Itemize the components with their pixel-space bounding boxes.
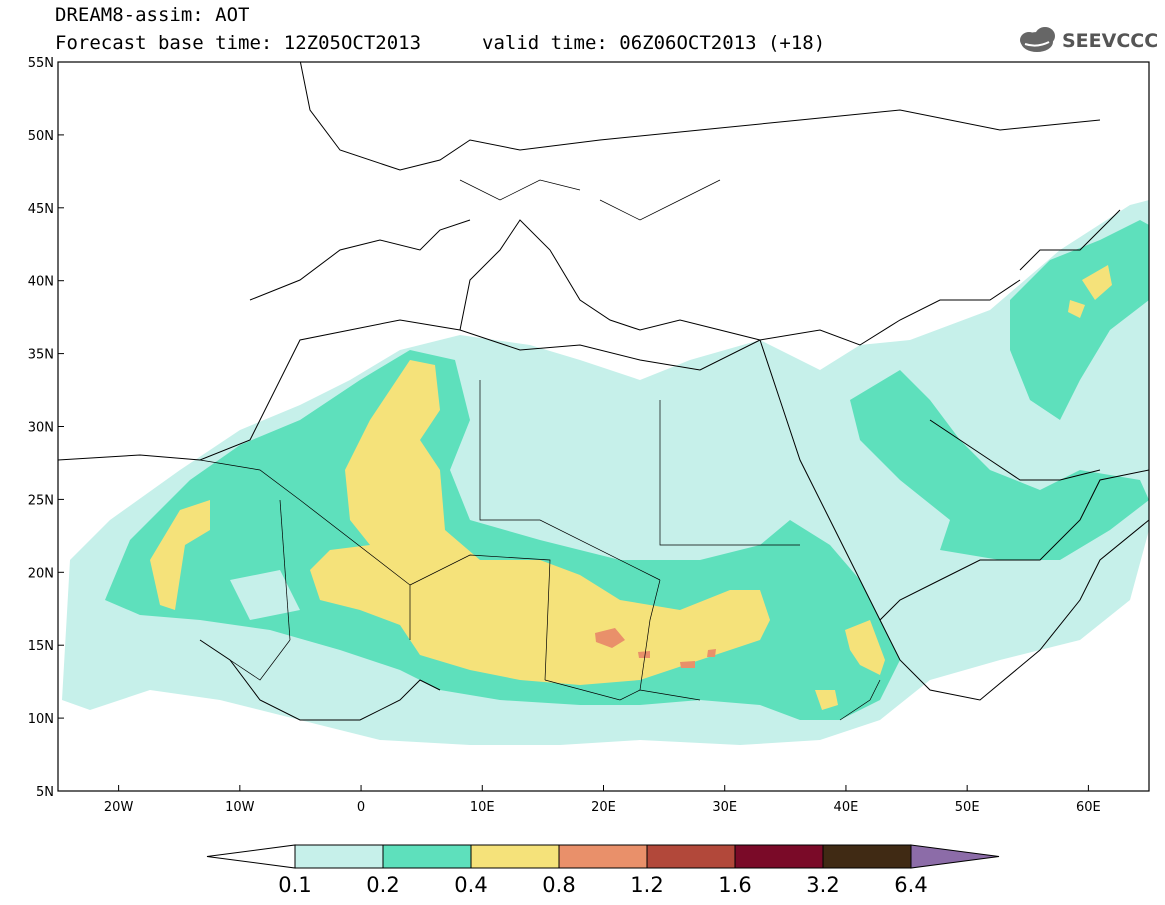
x-tick-label: 10W	[225, 800, 255, 815]
colorbar-label: 0.1	[278, 873, 311, 897]
x-tick-label: 40E	[834, 800, 859, 815]
aot-map: 20W 10W 0 10E 20E 30E 40E 50E 60E 55N 50N 45N 40N 35…	[28, 56, 1150, 815]
y-tick-label: 35N	[28, 348, 54, 363]
forecast-base-time: Forecast base time: 12Z05OCT2013	[55, 32, 422, 54]
colorbar-box	[558, 844, 648, 869]
aot-band-0.4	[150, 265, 1112, 710]
colorbar-box	[822, 844, 912, 869]
colorbar-box	[470, 844, 560, 869]
cloud-icon	[1020, 27, 1055, 52]
colorbar-label: 1.6	[718, 873, 751, 897]
colorbar-box	[294, 844, 384, 869]
y-tick-label: 10N	[28, 712, 54, 727]
colorbar-box	[734, 844, 824, 869]
aot-band-0.8	[595, 628, 716, 668]
colorbar-label: 0.2	[366, 873, 399, 897]
chart-title: DREAM8-assim: AOT	[55, 4, 250, 26]
valid-time: valid time: 06Z06OCT2013 (+18)	[482, 32, 826, 54]
colorbar-label: 0.8	[542, 873, 575, 897]
colorbar-over-arrow	[910, 844, 1000, 869]
logo-text: SEEVCCC	[1062, 30, 1159, 52]
colorbar-under-arrow	[206, 844, 296, 869]
colorbar-label: 3.2	[806, 873, 839, 897]
y-tick-label: 25N	[28, 493, 54, 508]
x-tick-label: 30E	[712, 800, 737, 815]
colorbar-box	[646, 844, 736, 869]
y-tick-label: 50N	[28, 129, 54, 144]
x-tick-label: 50E	[955, 800, 980, 815]
colorbar-label: 6.4	[894, 873, 927, 897]
y-tick-label: 30N	[28, 421, 54, 436]
y-tick-label: 55N	[28, 56, 54, 71]
y-tick-label: 15N	[28, 639, 54, 654]
y-axis: 55N 50N 45N 40N 35N 30N 25N 20N 15N 10N 5N	[28, 56, 64, 800]
country-borders	[199, 179, 881, 721]
x-tick-label: 20E	[591, 800, 616, 815]
coastlines	[58, 62, 1149, 721]
x-tick-label: 60E	[1076, 800, 1101, 815]
x-tick-label: 0	[357, 800, 365, 815]
x-axis: 20W 10W 0 10E 20E 30E 40E 50E 60E	[104, 785, 1101, 815]
y-tick-label: 40N	[28, 275, 54, 290]
colorbar-label: 0.4	[454, 873, 487, 897]
y-tick-label: 20N	[28, 566, 54, 581]
y-tick-label: 45N	[28, 202, 54, 217]
x-tick-label: 20W	[104, 800, 134, 815]
colorbar-label: 1.2	[630, 873, 663, 897]
x-tick-label: 10E	[470, 800, 495, 815]
colorbar-box	[382, 844, 472, 869]
y-tick-label: 5N	[36, 785, 54, 800]
